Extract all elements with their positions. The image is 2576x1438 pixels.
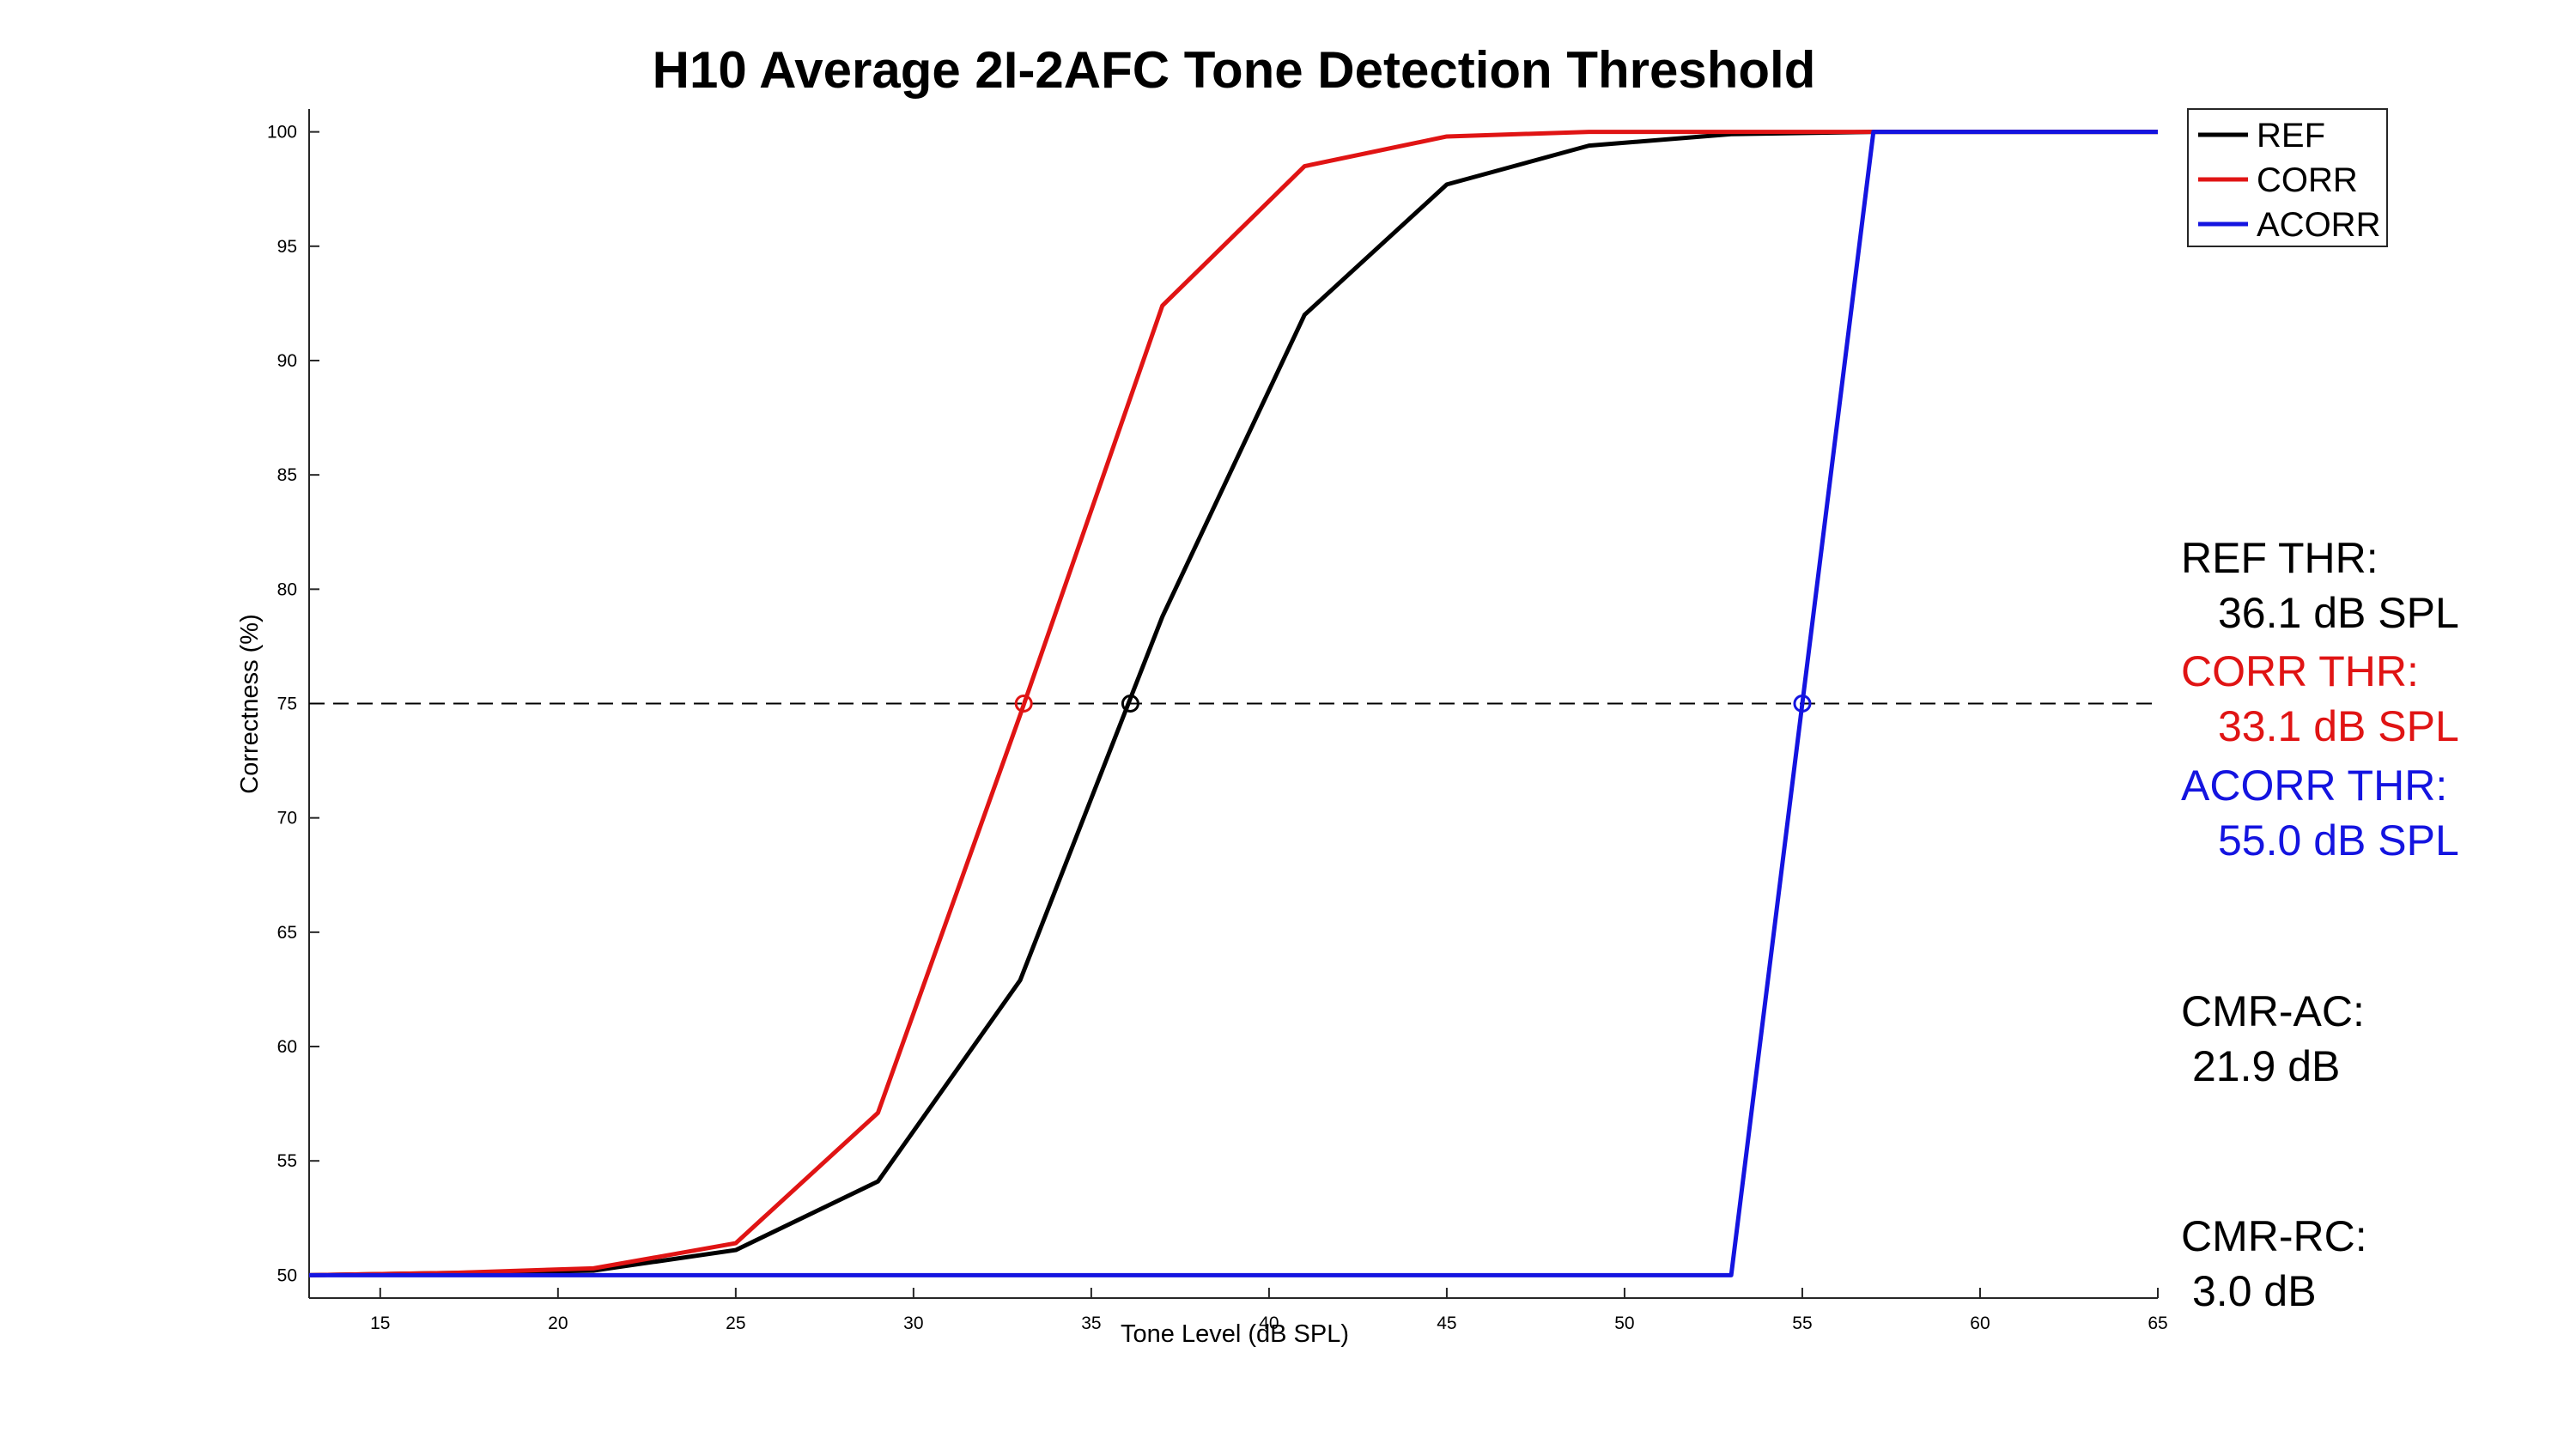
chart-title: H10 Average 2I-2AFC Tone Detection Thres… xyxy=(653,41,1816,99)
x-tick-label: 40 xyxy=(1259,1314,1279,1333)
x-tick-label: 30 xyxy=(903,1314,923,1333)
legend-label: REF xyxy=(2257,117,2325,155)
y-tick-label: 90 xyxy=(277,351,297,371)
x-tick-label: 60 xyxy=(1970,1314,1990,1333)
x-tick-label: 20 xyxy=(548,1314,568,1333)
y-tick-label: 55 xyxy=(277,1151,297,1171)
threshold-marker-ref xyxy=(1121,695,1139,713)
plot-lines xyxy=(308,130,2158,1277)
x-tick-label: 35 xyxy=(1081,1314,1101,1333)
x-tick-label: 50 xyxy=(1614,1314,1634,1333)
threshold-markers xyxy=(1014,695,1812,713)
y-tick-label: 75 xyxy=(277,695,297,714)
cmr-rc-label: CMR-RC: xyxy=(2181,1212,2367,1260)
y-tick-label: 95 xyxy=(277,237,297,257)
x-tick-label: 25 xyxy=(726,1314,745,1333)
legend-label: ACORR xyxy=(2257,206,2380,244)
x-axis-label: Tone Level (dB SPL) xyxy=(1121,1320,1349,1348)
corr-threshold-label: CORR THR: xyxy=(2181,647,2419,695)
series-line-acorr xyxy=(309,130,2158,1277)
y-tick-label: 80 xyxy=(277,579,297,599)
series-line-corr xyxy=(308,130,2158,1277)
y-tick-label: 70 xyxy=(277,809,297,828)
corr-threshold-value: 33.1 dB SPL xyxy=(2218,702,2459,750)
cmr-ac-label: CMR-AC: xyxy=(2181,987,2365,1035)
legend: REF CORR ACORR xyxy=(2187,108,2388,247)
y-axis-label: Correctness (%) xyxy=(236,614,264,794)
plot-axes: 15 20 25 30 35 40 45 50 55 60 65 50 55 60 65 70 75 80 85 90… xyxy=(267,109,2168,1333)
cmr-rc-value: 3.0 dB xyxy=(2192,1267,2317,1315)
x-tick-label: 65 xyxy=(2148,1314,2167,1333)
y-tick-label: 100 xyxy=(267,123,297,143)
series-line-ref xyxy=(308,130,2158,1277)
ref-threshold-value: 36.1 dB SPL xyxy=(2218,589,2459,637)
cmr-ac-value: 21.9 dB xyxy=(2192,1042,2341,1090)
x-tick-label: 55 xyxy=(1792,1314,1812,1333)
acorr-threshold-label: ACORR THR: xyxy=(2181,761,2448,810)
y-tick-label: 60 xyxy=(277,1037,297,1057)
threshold-marker-corr xyxy=(1014,695,1033,713)
threshold-marker-acorr xyxy=(1793,695,1812,713)
y-tick-label: 85 xyxy=(277,465,297,485)
legend-label: CORR xyxy=(2257,161,2358,199)
x-tick-label: 15 xyxy=(370,1314,390,1333)
y-tick-label: 50 xyxy=(277,1265,297,1285)
acorr-threshold-value: 55.0 dB SPL xyxy=(2218,816,2459,865)
x-tick-label: 45 xyxy=(1437,1314,1456,1333)
ref-threshold-label: REF THR: xyxy=(2181,534,2379,582)
y-tick-label: 65 xyxy=(277,923,297,943)
